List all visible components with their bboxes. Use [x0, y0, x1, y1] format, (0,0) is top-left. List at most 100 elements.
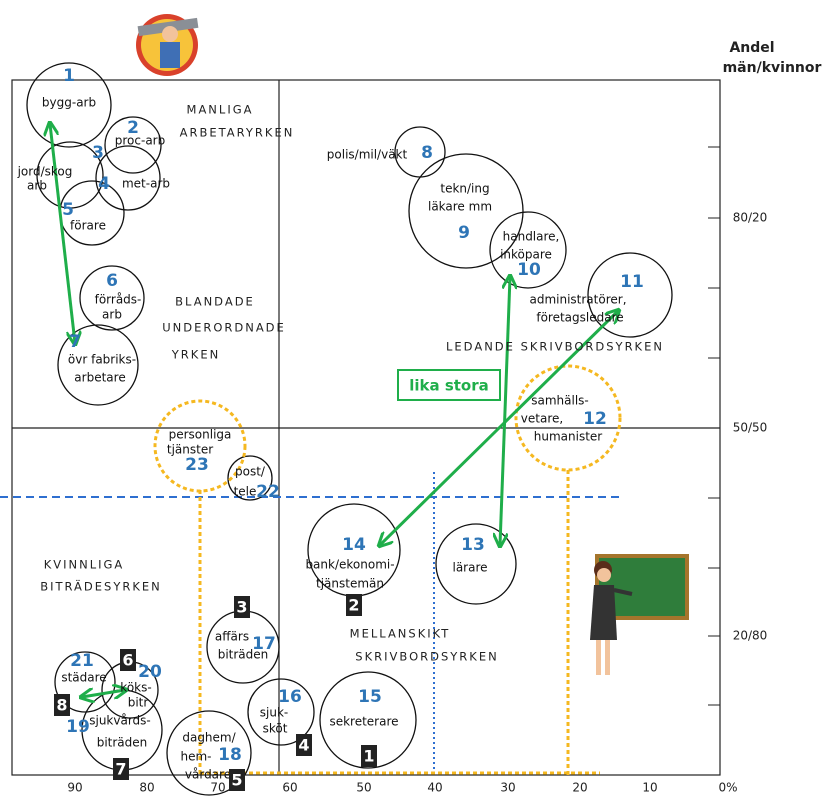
node-number: 8	[421, 143, 433, 163]
node-number: 11	[620, 272, 644, 292]
teacher-icon	[590, 554, 689, 675]
node-number: 22	[256, 482, 280, 502]
marker-number: 3	[236, 598, 247, 617]
marker-box	[229, 769, 245, 791]
node-number: 9	[458, 223, 470, 243]
node-label: bitr	[128, 696, 149, 710]
node-number: 10	[517, 260, 541, 280]
node-label: jord/skog	[17, 165, 73, 179]
marker-box	[296, 734, 312, 756]
marker-number: 4	[298, 736, 309, 755]
node-number: 17	[252, 634, 276, 654]
frame	[11, 79, 721, 776]
region-label: SKRIVBORDSYRKEN	[355, 650, 498, 664]
node-label: personliga	[169, 428, 232, 442]
marker-number: 7	[115, 760, 126, 779]
guides	[0, 470, 622, 775]
node-number: 23	[185, 455, 209, 475]
node-label: polis/mil/väkt	[327, 148, 408, 162]
node-number: 7	[69, 332, 81, 352]
node-label: arb	[27, 179, 47, 193]
y-label: 80/20	[733, 211, 768, 225]
node-label: humanister	[534, 430, 603, 444]
node-label: arb	[102, 308, 122, 322]
region-label: LEDANDE SKRIVBORDSYRKEN	[446, 340, 664, 354]
region-label: UNDERORDNADE	[162, 321, 286, 335]
region-label: MELLANSKIKT	[350, 627, 451, 641]
x-label: 40	[427, 781, 442, 795]
region-label: YRKEN	[171, 348, 220, 362]
x-label: 10	[642, 781, 657, 795]
y-label: 20/80	[733, 629, 768, 643]
node-label: förråds-	[95, 293, 142, 307]
node-number: 15	[358, 687, 382, 707]
region-label: BLANDADE	[175, 295, 255, 309]
node-label: tjänster	[167, 443, 213, 457]
node-label: läkare mm	[428, 200, 492, 214]
axis-title: män/kvinnor	[723, 60, 822, 76]
node-number: 6	[106, 271, 118, 291]
node-number: 18	[218, 745, 242, 765]
arrows: lika stora	[50, 124, 618, 697]
node-number: 19	[66, 717, 90, 737]
node-number: 16	[278, 687, 302, 707]
node-number: 14	[342, 535, 366, 555]
node-label: administratörer,	[529, 293, 626, 307]
x-label: 60	[282, 781, 297, 795]
node-label: vetare,	[521, 412, 563, 426]
x-label: 50	[356, 781, 371, 795]
region-label: KVINNLIGA	[44, 558, 125, 572]
node-label: företagsledare	[536, 311, 623, 325]
node-label: biträden	[97, 736, 148, 750]
node-label: post/	[235, 465, 266, 479]
node-label: sekreterare	[329, 715, 398, 729]
callout: lika stora	[409, 377, 489, 395]
node-label: arbetare	[74, 371, 125, 385]
axis-title: Andel	[729, 40, 774, 56]
region-label: BITRÄDESYRKEN	[40, 579, 162, 594]
node-label: proc-arb	[115, 134, 165, 148]
node-label: inköpare	[500, 248, 552, 262]
node-label: hem-	[180, 750, 211, 764]
marker-box	[346, 594, 362, 616]
marker-number: 5	[231, 771, 242, 790]
y-label: 50/50	[733, 421, 768, 435]
marker-number: 1	[363, 747, 374, 766]
x-label: 80	[139, 781, 154, 795]
x-label: 90	[67, 781, 82, 795]
node-label: biträden	[218, 648, 269, 662]
node-number: 4	[98, 174, 110, 194]
node-label: sjukvårds-	[89, 714, 151, 728]
node-number: 21	[70, 651, 94, 671]
labels: Andel män/kvinnor 90 80 70 60 50 40 30 20 10 0% 80…	[17, 40, 822, 795]
node-label: sjuk-	[260, 706, 288, 720]
marker-box	[113, 758, 129, 780]
node-label: samhälls-	[531, 394, 589, 408]
node-label: övr fabriks-	[68, 353, 136, 367]
marker-number: 8	[56, 696, 67, 715]
x-label: 30	[500, 781, 515, 795]
node-label: daghem/	[182, 731, 236, 745]
marker-box	[361, 745, 377, 767]
x-label: 0%	[718, 781, 737, 795]
node-label: lärare	[452, 561, 487, 575]
node-label: tjänstemän	[316, 577, 384, 591]
region-label: ARBETARYRKEN	[180, 126, 295, 140]
node-label: tekn/ing	[440, 182, 489, 196]
node-number: 13	[461, 535, 485, 555]
worker-icon	[136, 14, 199, 76]
marker-number: 2	[348, 596, 359, 615]
node-label: vårdare	[185, 768, 231, 782]
node-number: 5	[62, 200, 74, 220]
node-number: 12	[583, 409, 607, 429]
node-label: handlare,	[503, 230, 560, 244]
node-number: 2	[127, 118, 139, 138]
node-label: bank/ekonomi-	[305, 558, 394, 572]
node-label: tele	[234, 485, 257, 499]
node-label: köks-	[120, 681, 151, 695]
node-label: städare	[61, 671, 106, 685]
marker-box	[234, 596, 250, 618]
node-label: bygg-arb	[42, 96, 96, 110]
node-label: affärs	[215, 630, 249, 644]
